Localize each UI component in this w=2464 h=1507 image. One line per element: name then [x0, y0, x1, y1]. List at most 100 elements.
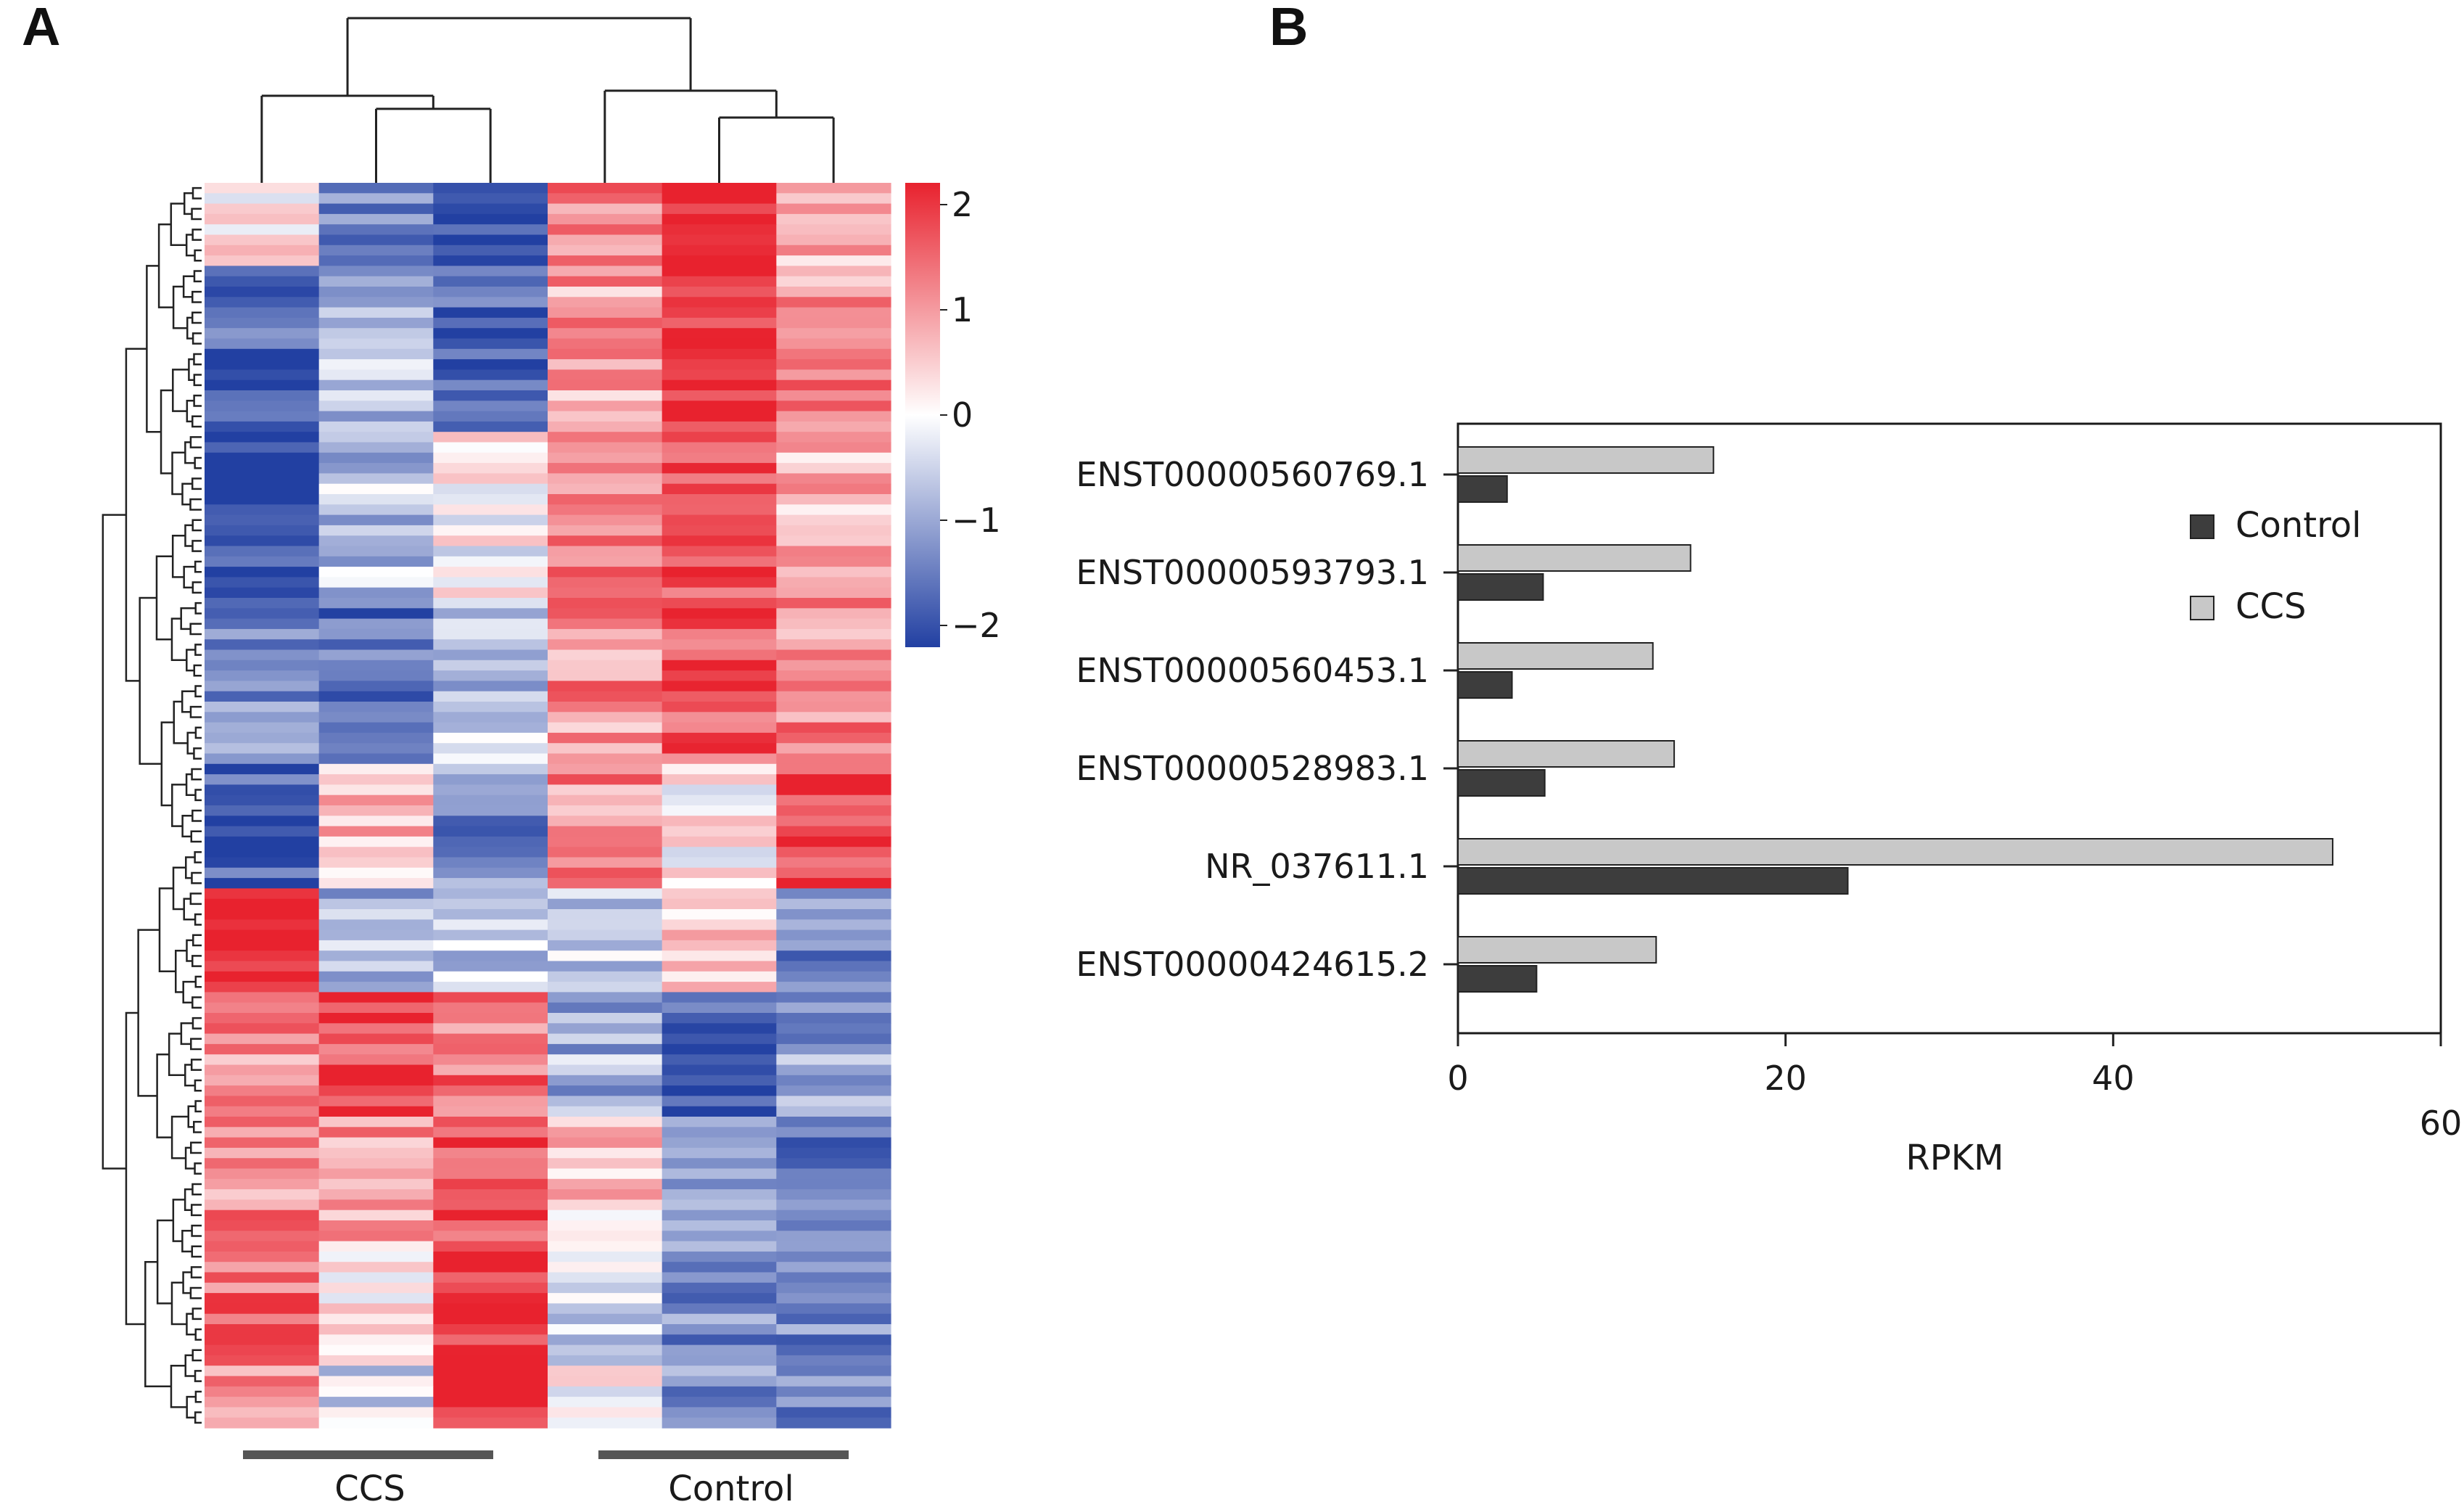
heatmap-cell	[433, 1344, 548, 1356]
heatmap-cell	[776, 608, 891, 620]
heatmap-cell	[433, 763, 548, 775]
dendrogram-branch	[191, 208, 202, 221]
heatmap-cell	[662, 919, 777, 931]
heatmap-cell	[548, 608, 663, 620]
heatmap-cell	[433, 276, 548, 287]
heatmap-cell	[318, 504, 434, 516]
heatmap-cell	[318, 1397, 434, 1408]
heatmap-cell	[318, 763, 434, 775]
heatmap-cell	[776, 1282, 891, 1294]
heatmap-cell	[318, 401, 434, 412]
heatmap-cell	[205, 1366, 320, 1377]
heatmap-cell	[548, 1168, 663, 1180]
heatmap-cell	[776, 514, 891, 526]
heatmap-cell	[548, 722, 663, 734]
heatmap-cell	[776, 1241, 891, 1252]
dendrogram-branch	[170, 617, 187, 662]
heatmap-cell	[662, 255, 777, 266]
heatmap-cell	[776, 556, 891, 567]
heatmap-cell	[318, 867, 434, 879]
heatmap-cell	[776, 681, 891, 692]
heatmap-cell	[433, 598, 548, 609]
dendrogram-branch	[172, 1199, 186, 1242]
heatmap-cell	[433, 494, 548, 505]
heatmap-cell	[662, 535, 777, 547]
heatmap-cell	[662, 203, 777, 215]
heatmap-cell	[548, 556, 663, 567]
heatmap-cell	[548, 1002, 663, 1014]
heatmap-cell	[662, 234, 777, 246]
heatmap-cell	[662, 390, 777, 401]
heatmap-cell	[318, 805, 434, 816]
heatmap-cell	[776, 929, 891, 941]
heatmap-cell	[548, 473, 663, 485]
heatmap-cell	[205, 1220, 320, 1231]
heatmap-cell	[548, 328, 663, 340]
dendrogram-branch	[194, 1328, 202, 1341]
colorbar-tick-label: 0	[952, 395, 973, 435]
heatmap-cell	[318, 463, 434, 474]
heatmap-cell	[776, 1127, 891, 1138]
heatmap-cell	[205, 183, 320, 194]
heatmap-cell	[662, 328, 777, 340]
heatmap-cell	[662, 867, 777, 879]
heatmap-cell	[662, 763, 777, 775]
heatmap-cell	[433, 1117, 548, 1128]
dendrogram-branch	[182, 980, 196, 1003]
heatmap-cell	[205, 1334, 320, 1346]
heatmap-cell	[433, 338, 548, 350]
heatmap-cell	[205, 1303, 320, 1315]
heatmap-cell	[318, 203, 434, 215]
heatmap-cell	[662, 514, 777, 526]
heatmap-cell	[776, 649, 891, 661]
dendrogram-branch	[156, 1219, 173, 1305]
heatmap-cell	[548, 805, 663, 816]
heatmap-cell	[433, 1023, 548, 1035]
heatmap-cell	[433, 1189, 548, 1200]
heatmap-cell	[548, 1033, 663, 1045]
heatmap-cell	[318, 379, 434, 391]
heatmap-cell	[318, 608, 434, 620]
heatmap-cell	[205, 1376, 320, 1387]
heatmap-cell	[318, 348, 434, 360]
heatmap-cell	[548, 867, 663, 879]
heatmap-cell	[662, 1137, 777, 1149]
heatmap-cell	[318, 577, 434, 588]
row-dendrogram	[102, 186, 202, 1424]
heatmap-cell	[548, 1251, 663, 1262]
dendrogram-branch	[187, 1105, 196, 1128]
heatmap-cell	[318, 1293, 434, 1304]
category-label: ENST00000528983.1	[1076, 749, 1429, 788]
heatmap-cell	[318, 618, 434, 630]
heatmap-cell	[776, 763, 891, 775]
heatmap-cell	[318, 598, 434, 609]
heatmap-cell	[548, 338, 663, 350]
bar-ccs	[1457, 446, 1715, 474]
dendrogram-branch	[189, 498, 202, 511]
heatmap-cell	[433, 1085, 548, 1096]
heatmap-cell	[205, 390, 320, 401]
heatmap-cell	[205, 432, 320, 443]
heatmap-cell	[433, 628, 548, 640]
heatmap-cell	[205, 628, 320, 640]
heatmap-cell	[662, 463, 777, 474]
heatmap-cell	[205, 348, 320, 360]
heatmap-cell	[776, 1386, 891, 1397]
heatmap-cell	[548, 1158, 663, 1170]
heatmap-cell	[548, 743, 663, 755]
heatmap-cell	[776, 494, 891, 505]
heatmap-cell	[433, 234, 548, 246]
heatmap-cell	[776, 1313, 891, 1325]
heatmap-cell	[205, 421, 320, 432]
heatmap-cell	[776, 546, 891, 557]
dendrogram-branch	[190, 830, 202, 843]
bar-control	[1457, 965, 1538, 993]
heatmap-cell	[318, 1023, 434, 1035]
panel-label-a: A	[22, 0, 60, 57]
heatmap-cell	[548, 1355, 663, 1366]
heatmap-cell	[548, 878, 663, 889]
heatmap-cell	[205, 379, 320, 391]
heatmap-cell	[548, 504, 663, 516]
heatmap-cell	[318, 255, 434, 266]
heatmap-cell	[776, 1397, 891, 1408]
